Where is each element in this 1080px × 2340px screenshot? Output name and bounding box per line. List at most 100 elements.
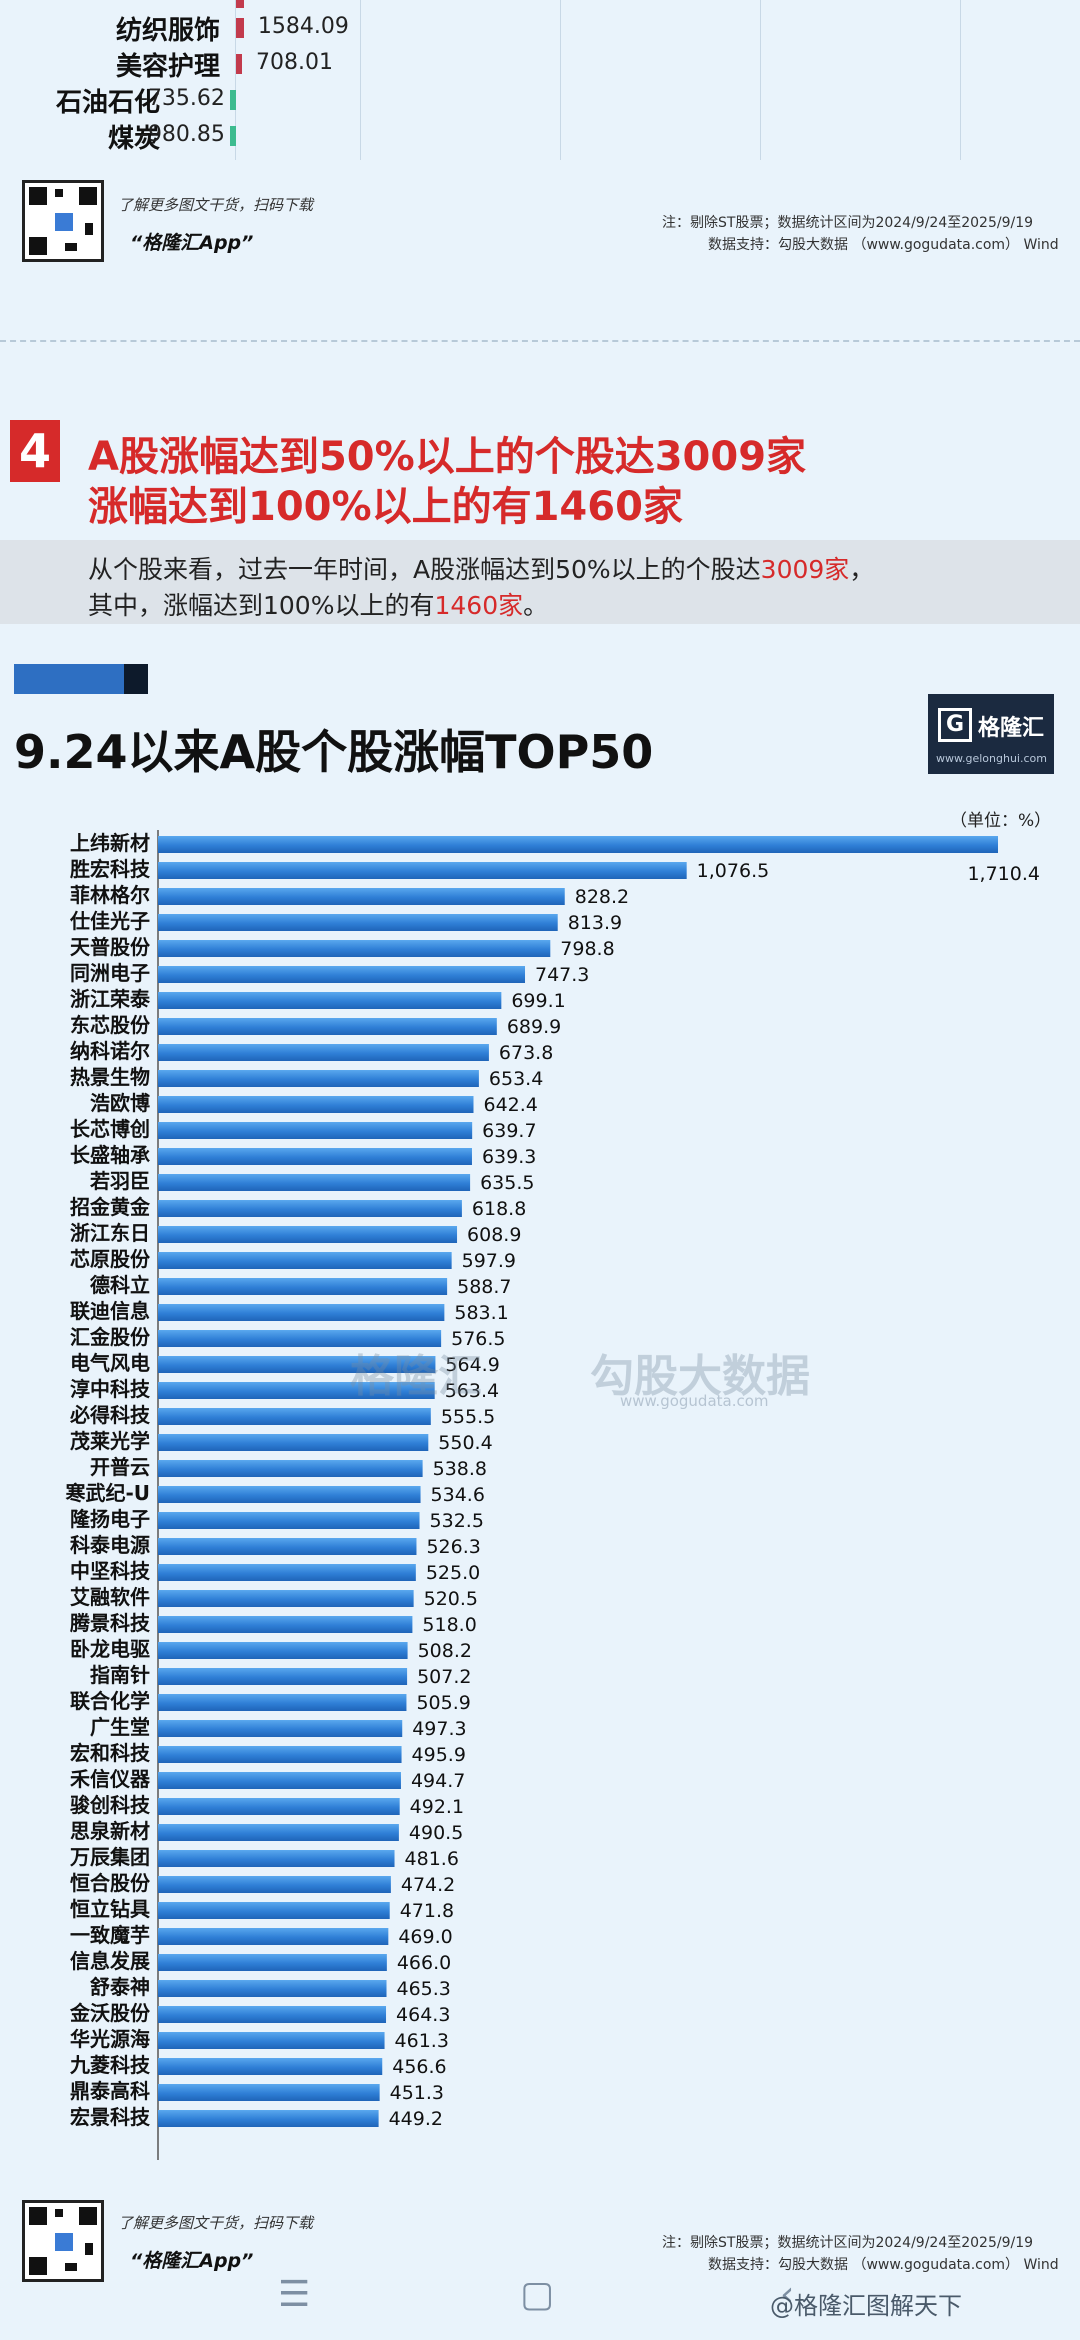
value-label: 583.1	[454, 1302, 508, 1324]
bar	[158, 2110, 379, 2127]
previous-chart-fragment: 纺织服饰 1584.09 美容护理 708.01 石油石化 -735.62 煤炭 -980.8…	[0, 0, 1080, 170]
category-label: 胜宏科技	[70, 857, 151, 881]
value-label: 471.8	[400, 1900, 454, 1922]
brand-g-icon: G	[938, 708, 972, 742]
bar	[158, 1304, 445, 1321]
summary-line1: 从个股来看，过去一年时间，A股涨幅达到50%以上的个股达3009家，	[88, 555, 875, 584]
bar	[158, 1096, 474, 1113]
previous-bar	[236, 54, 242, 74]
previous-bar	[236, 0, 244, 8]
bar	[158, 1590, 414, 1607]
category-label: 恒立钻具	[70, 1897, 150, 1921]
bar	[158, 1122, 473, 1139]
category-label: 电气风电	[70, 1351, 150, 1375]
value-label: 494.7	[411, 1770, 465, 1792]
bar	[158, 1668, 408, 1685]
category-label: 思泉新材	[70, 1819, 150, 1843]
value-label: 525.0	[426, 1562, 480, 1584]
previous-bar	[230, 90, 236, 110]
grid-line	[235, 0, 236, 160]
category-label: 中坚科技	[70, 1559, 151, 1583]
bar	[158, 1278, 448, 1295]
category-label: 寒武纪-U	[65, 1481, 150, 1505]
bar	[158, 1824, 399, 1841]
grid-line	[560, 0, 561, 160]
bar	[158, 1954, 387, 1971]
data-source: 数据支持：勾股大数据 （www.gogudata.com） Wind	[708, 237, 1059, 253]
bar	[158, 1486, 421, 1503]
value-label: 576.5	[451, 1328, 505, 1350]
bar	[158, 1642, 408, 1659]
watermark-url: www.gogudata.com	[620, 1392, 769, 1410]
value-label: 490.5	[409, 1822, 463, 1844]
value-label: 497.3	[412, 1718, 466, 1740]
bar	[158, 1928, 389, 1945]
previous-value-label: -980.85	[140, 122, 225, 147]
bar	[158, 1200, 462, 1217]
bar	[158, 1226, 458, 1243]
value-label: 538.8	[433, 1458, 487, 1480]
app-logo-icon	[53, 211, 75, 233]
chart-unit: （单位：%）	[950, 811, 1052, 831]
bar	[158, 1850, 395, 1867]
bar	[158, 1356, 436, 1373]
bar	[158, 1694, 407, 1711]
category-label: 若羽臣	[89, 1169, 150, 1193]
watermark-right: 勾股大数据	[590, 1351, 810, 1402]
bar	[158, 940, 551, 957]
value-label: 518.0	[422, 1614, 476, 1636]
category-label: 舒泰神	[90, 1975, 150, 1999]
value-label: 449.2	[389, 2108, 443, 2130]
value-label: 828.2	[575, 886, 629, 908]
value-label: 608.9	[467, 1224, 521, 1246]
category-label: 长芯博创	[70, 1117, 150, 1141]
bar	[158, 2006, 387, 2023]
category-label: 金沃股份	[69, 2001, 151, 2025]
bar	[158, 2084, 380, 2101]
category-label: 纳科诺尔	[70, 1039, 150, 1063]
qr-app-name: “格隆汇App”	[130, 232, 254, 254]
category-label: 茂莱光学	[70, 1429, 150, 1453]
bar	[158, 992, 502, 1009]
value-label: 642.4	[483, 1094, 537, 1116]
category-label: 鼎泰高科	[70, 2079, 150, 2103]
value-label: 507.2	[417, 1666, 471, 1688]
value-label: 461.3	[395, 2030, 449, 2052]
value-label: 639.7	[482, 1120, 536, 1142]
qr-description: 了解更多图文干货，扫码下载	[118, 196, 314, 214]
category-label: 宏和科技	[70, 1741, 151, 1765]
category-label: 天普股份	[70, 935, 151, 959]
value-label: 618.8	[472, 1198, 526, 1220]
value-label: 474.2	[401, 1874, 455, 1896]
bar	[158, 1382, 435, 1399]
category-label: 宏景科技	[70, 2105, 151, 2129]
home-nav-button[interactable]: ▢	[520, 2274, 555, 2315]
data-note-footer: 注：剔除ST股票；数据统计区间为2024/9/24至2025/9/19	[662, 2235, 1034, 2251]
category-label: 必得科技	[69, 1403, 151, 1427]
menu-nav-button[interactable]: ☰	[278, 2274, 311, 2315]
category-label: 骏创科技	[70, 1793, 151, 1817]
previous-category-label: 美容护理	[115, 52, 220, 82]
brand-logo: G 格隆汇 www.gelonghui.com	[928, 694, 1054, 774]
value-label: 747.3	[535, 964, 589, 986]
category-label: 联迪信息	[70, 1299, 150, 1323]
category-label: 浙江东日	[70, 1221, 150, 1245]
value-label: 520.5	[424, 1588, 478, 1610]
category-label: 指南针	[90, 1663, 150, 1687]
bar	[158, 1460, 423, 1477]
category-label: 德科立	[90, 1273, 150, 1297]
category-label: 热景生物	[70, 1065, 150, 1089]
category-label: 淳中科技	[70, 1377, 151, 1401]
data-source-footer: 数据支持：勾股大数据 （www.gogudata.com） Wind	[708, 2257, 1059, 2273]
qr-code-footer	[22, 2200, 104, 2282]
value-label: 469.0	[398, 1926, 452, 1948]
category-label: 招金黄金	[70, 1195, 151, 1219]
bar-chart: 上纬新材 1,710.4 胜宏科技 1,076.5 菲林格尔 828.2 仕佳光子 813.9…	[65, 830, 1040, 2160]
summary-box: 从个股来看，过去一年时间，A股涨幅达到50%以上的个股达3009家， 其中，涨幅…	[0, 540, 1080, 624]
back-nav-button[interactable]: ‹	[780, 2274, 795, 2315]
category-label: 浙江荣泰	[70, 987, 151, 1011]
value-label: 465.3	[397, 1978, 451, 2000]
bar	[158, 1070, 479, 1087]
bar	[158, 1616, 413, 1633]
